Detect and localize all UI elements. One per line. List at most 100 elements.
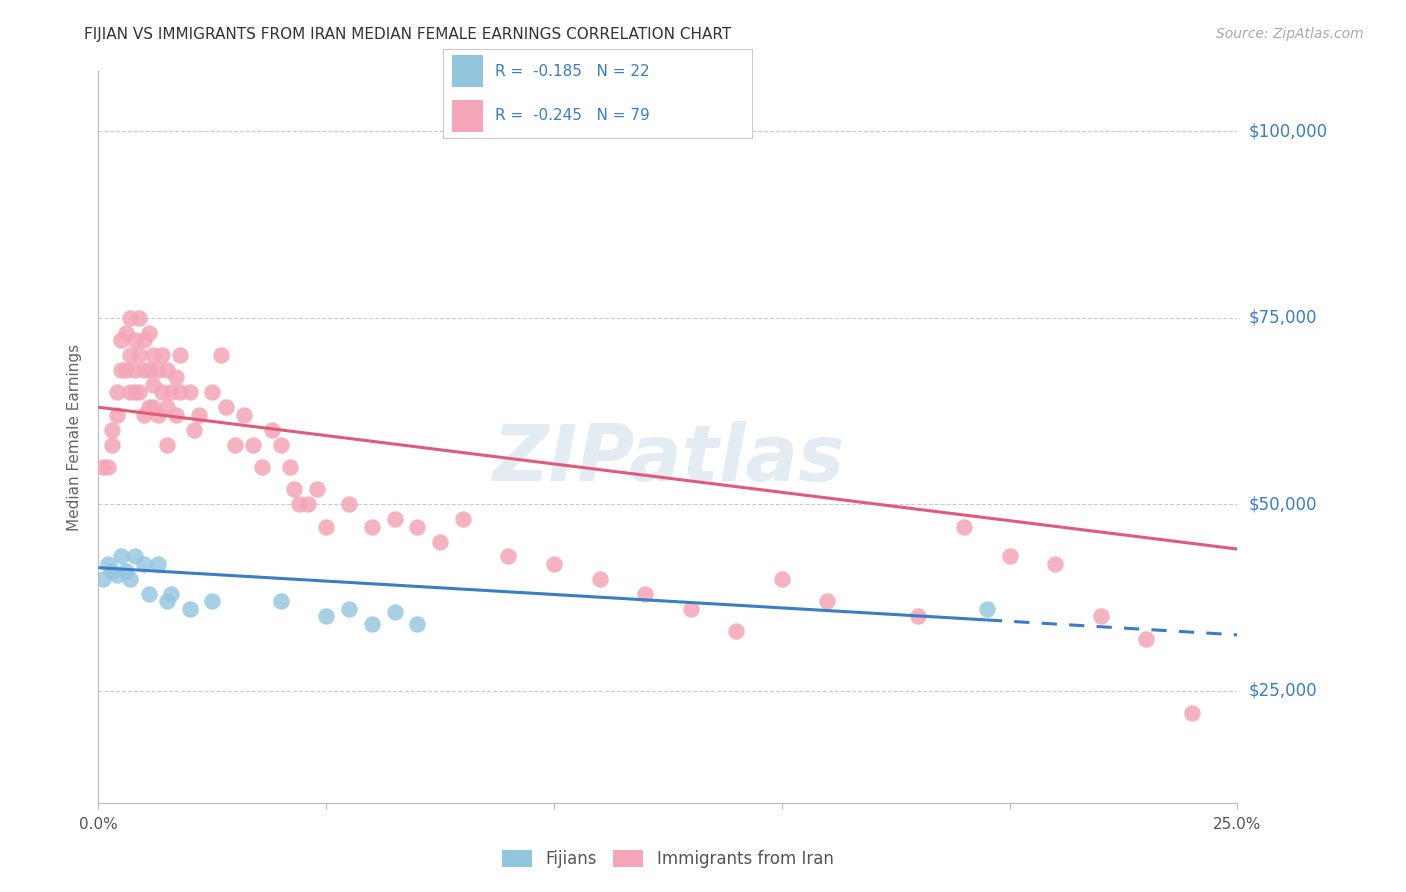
Point (384, 512, 406, 526)
Point (156, 401, 179, 415)
Point (451, 512, 474, 526)
Point (114, 326, 136, 340)
Text: R =  -0.185   N = 22: R = -0.185 N = 22 (495, 64, 650, 78)
Point (179, 385, 201, 400)
Point (634, 587, 657, 601)
Point (105, 568, 128, 582)
Text: $25,000: $25,000 (1249, 681, 1317, 700)
Point (101, 437, 124, 451)
Point (132, 363, 155, 377)
Point (337, 601, 360, 615)
Point (976, 601, 998, 615)
Point (307, 483, 329, 497)
Point (124, 333, 146, 347)
Point (124, 363, 146, 377)
Point (146, 408, 169, 422)
Point (165, 408, 187, 422)
Point (160, 587, 183, 601)
Point (260, 423, 283, 437)
Point (770, 572, 793, 586)
Point (146, 363, 169, 377)
Point (132, 333, 155, 347)
Point (114, 565, 136, 579)
Point (1090, 609, 1112, 624)
Point (142, 401, 165, 415)
Point (132, 408, 155, 422)
Point (128, 348, 150, 362)
Point (283, 483, 305, 497)
Point (679, 601, 702, 615)
Point (138, 401, 160, 415)
Point (315, 519, 337, 533)
Point (406, 519, 429, 533)
Point (91, 459, 114, 474)
Text: ZIPatlas: ZIPatlas (492, 421, 844, 497)
Text: $75,000: $75,000 (1249, 309, 1317, 326)
Point (953, 519, 976, 533)
Point (114, 363, 136, 377)
Point (110, 333, 132, 347)
Point (165, 370, 187, 384)
Point (315, 609, 337, 624)
Text: R =  -0.245   N = 79: R = -0.245 N = 79 (495, 109, 650, 123)
Point (96, 557, 118, 571)
Point (105, 385, 128, 400)
Point (224, 437, 246, 451)
Point (142, 377, 165, 392)
Point (120, 348, 142, 362)
Point (1135, 632, 1157, 646)
Text: Source: ZipAtlas.com: Source: ZipAtlas.com (1216, 27, 1364, 41)
Point (150, 348, 173, 362)
Point (297, 497, 319, 511)
Point (110, 549, 132, 564)
Text: FIJIAN VS IMMIGRANTS FROM IRAN MEDIAN FEMALE EARNINGS CORRELATION CHART: FIJIAN VS IMMIGRANTS FROM IRAN MEDIAN FE… (84, 27, 731, 42)
Point (278, 459, 301, 474)
Point (138, 587, 160, 601)
Point (907, 609, 929, 624)
Point (270, 594, 292, 608)
Point (429, 534, 451, 549)
Point (150, 385, 173, 400)
Point (96, 459, 118, 474)
Point (128, 385, 150, 400)
Point (1181, 706, 1204, 721)
Point (120, 385, 142, 400)
Point (169, 385, 191, 400)
Point (406, 616, 429, 631)
Point (384, 606, 406, 620)
Point (183, 423, 205, 437)
Point (120, 310, 142, 325)
Point (105, 408, 128, 422)
Point (998, 549, 1021, 564)
Point (588, 572, 610, 586)
Point (169, 348, 191, 362)
Point (360, 519, 382, 533)
Point (252, 459, 274, 474)
Point (138, 326, 160, 340)
Point (215, 401, 238, 415)
Point (124, 385, 146, 400)
Text: $100,000: $100,000 (1249, 122, 1327, 140)
Point (815, 594, 838, 608)
Point (498, 549, 520, 564)
Point (146, 557, 169, 571)
Point (209, 348, 232, 362)
Point (201, 385, 224, 400)
Bar (453, 100, 484, 132)
Point (270, 437, 292, 451)
Point (101, 423, 124, 437)
Point (242, 437, 264, 451)
Point (124, 549, 146, 564)
Point (360, 616, 382, 631)
Text: $50,000: $50,000 (1249, 495, 1317, 513)
Point (201, 594, 224, 608)
Point (142, 348, 165, 362)
Point (132, 557, 155, 571)
Point (187, 408, 209, 422)
Point (110, 363, 132, 377)
Point (91, 572, 114, 586)
Legend: Fijians, Immigrants from Iran: Fijians, Immigrants from Iran (495, 844, 841, 875)
Point (120, 572, 142, 586)
Point (179, 601, 201, 615)
Point (725, 624, 748, 639)
